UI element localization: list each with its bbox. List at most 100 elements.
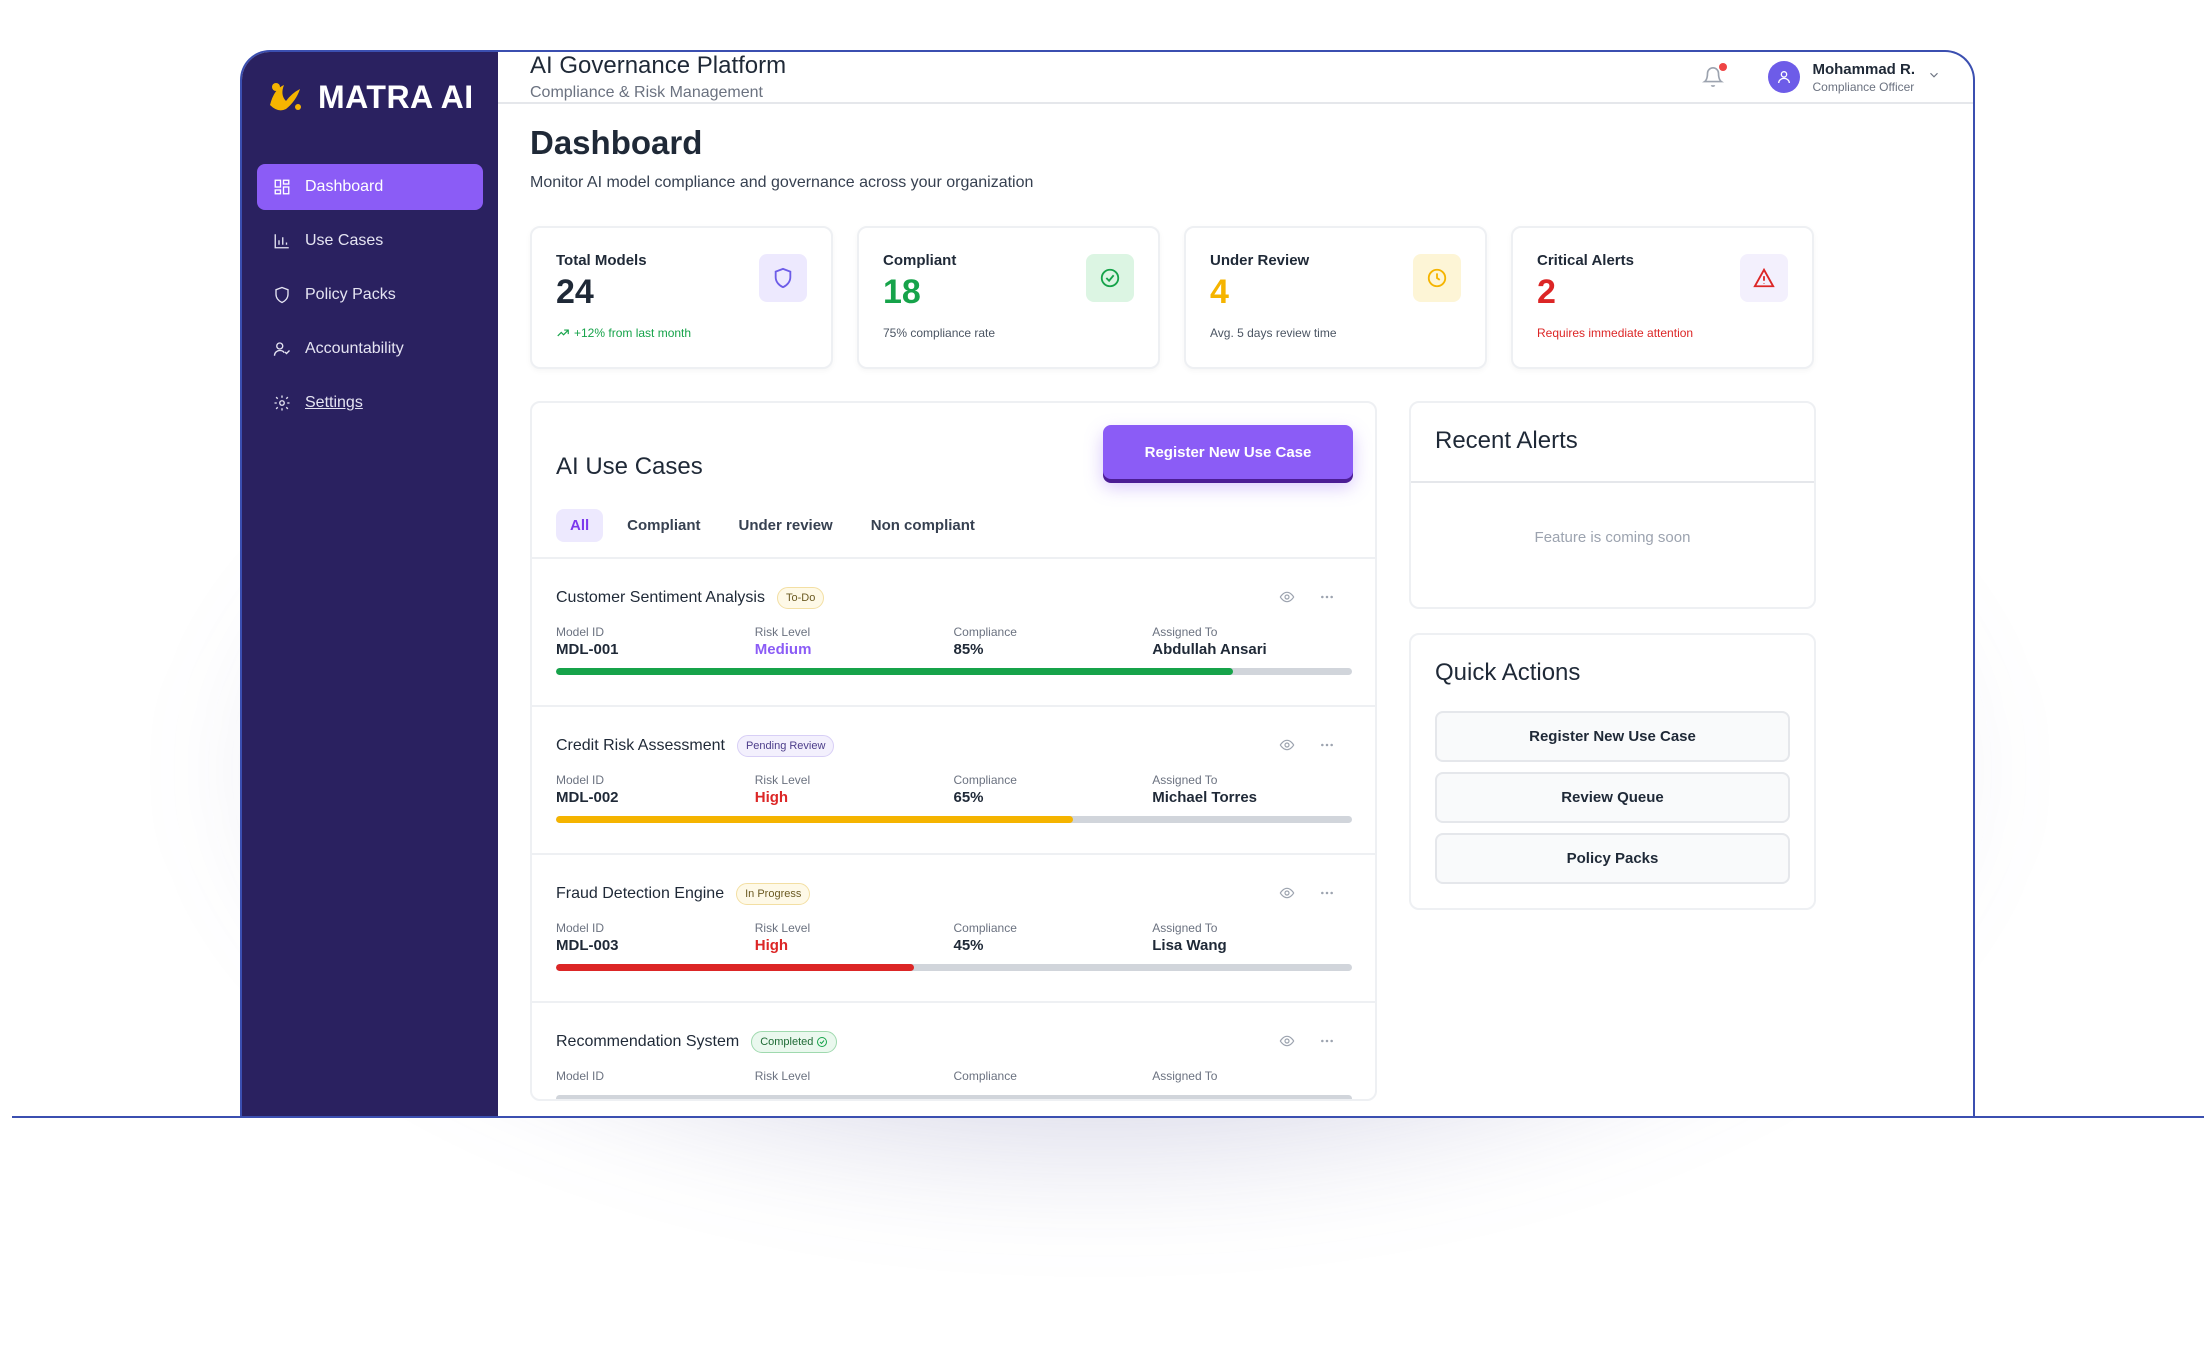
stat-foot-text: +12% from last month: [574, 326, 692, 340]
risk-level-field: Risk Level High: [755, 921, 954, 954]
user-check-icon: [273, 342, 290, 356]
compliance-progress-fill: [556, 964, 915, 971]
user-icon: [1778, 71, 1791, 84]
field-label: Compliance: [953, 1069, 1017, 1083]
alerts-empty-state: Feature is coming soon: [1534, 529, 1691, 546]
status-badge: To-Do: [776, 587, 825, 609]
field-label: Model ID: [556, 773, 605, 787]
notifications-button[interactable]: [1702, 63, 1728, 88]
stat-card-compliant: Compliant 18 75% compliance rate: [857, 226, 1160, 369]
use-case-fields: Model ID Risk Level Compliance Assigned …: [556, 1069, 1351, 1085]
use-case-row[interactable]: Credit Risk Assessment Pending Review Mo…: [532, 707, 1375, 855]
use-case-row[interactable]: Recommendation System Completed Model ID…: [532, 1003, 1375, 1099]
use-case-name-line: Fraud Detection Engine In Progress: [556, 883, 1351, 905]
risk-level-field: Risk Level: [755, 1069, 954, 1085]
stat-card-total-models: Total Models 24 +12% from last month: [530, 226, 833, 369]
model-id-field: Model ID MDL-002: [556, 773, 755, 806]
model-id-field: Model ID: [556, 1069, 755, 1085]
risk-level-field: Risk Level Medium: [755, 625, 954, 658]
user-role: Compliance Officer: [1812, 79, 1915, 94]
stat-value: 18: [883, 273, 921, 311]
more-horizontal-icon[interactable]: [1319, 1033, 1335, 1049]
sidebar-item-label: Use Cases: [305, 232, 384, 249]
tab-all[interactable]: All: [556, 509, 604, 542]
row-actions: [1279, 737, 1335, 753]
bell-icon: [1702, 67, 1725, 88]
tab-compliant[interactable]: Compliant: [627, 517, 701, 534]
stat-card-critical-alerts: Critical Alerts 2 Requires immediate att…: [1511, 226, 1814, 369]
quick-actions-list: Register New Use Case Review Queue Polic…: [1411, 711, 1814, 908]
sidebar-item-label: Dashboard: [305, 178, 384, 195]
tab-non-compliant[interactable]: Non compliant: [870, 517, 975, 534]
sidebar-item-use-cases[interactable]: Use Cases: [257, 218, 483, 264]
field-label: Risk Level: [754, 625, 811, 639]
use-case-fields: Model ID MDL-003 Risk Level High Complia…: [556, 921, 1351, 954]
status-badge-text: To-Do: [785, 592, 816, 604]
quick-action-register-button[interactable]: Register New Use Case: [1435, 711, 1790, 762]
stat-label: Total Models: [556, 252, 647, 269]
more-horizontal-icon[interactable]: [1319, 885, 1335, 901]
user-menu[interactable]: Mohammad R. Compliance Officer: [1768, 61, 1941, 94]
field-label: Assigned To: [1152, 625, 1218, 639]
use-cases-header: AI Use Cases Register New Use Case All C…: [532, 403, 1375, 559]
sidebar-item-label: Accountability: [305, 340, 404, 357]
compliance-progress-fill: [556, 816, 1074, 823]
topbar-actions: Mohammad R. Compliance Officer: [1702, 61, 1941, 94]
sidebar-item-label: Policy Packs: [305, 286, 396, 303]
stat-label: Critical Alerts: [1537, 252, 1634, 269]
model-id-value: MDL-001: [556, 641, 619, 658]
more-horizontal-icon[interactable]: [1319, 737, 1335, 753]
more-horizontal-icon[interactable]: [1319, 589, 1335, 605]
use-case-row[interactable]: Fraud Detection Engine In Progress Model…: [532, 855, 1375, 1003]
sidebar-item-policy-packs[interactable]: Policy Packs: [257, 272, 483, 318]
eye-icon[interactable]: [1279, 1033, 1295, 1049]
stat-foot-text: Requires immediate attention: [1537, 326, 1694, 340]
stat-foot: 75% compliance rate: [883, 326, 1134, 340]
compliance-field: Compliance 65%: [954, 773, 1153, 806]
use-case-fields: Model ID MDL-002 Risk Level High Complia…: [556, 773, 1351, 806]
use-case-row[interactable]: Customer Sentiment Analysis To-Do Model …: [532, 559, 1375, 707]
chevron-down-icon[interactable]: [1927, 68, 1941, 87]
page-subtitle: Monitor AI model compliance and governan…: [530, 174, 1034, 191]
dashboard-content: Dashboard Monitor AI model compliance an…: [498, 104, 1973, 1118]
tab-under-review[interactable]: Under review: [738, 517, 833, 534]
stats-row: Total Models 24 +12% from last month Com…: [530, 226, 1941, 369]
status-badge: Completed: [751, 1031, 838, 1053]
eye-icon[interactable]: [1279, 589, 1295, 605]
status-badge-text: In Progress: [745, 888, 802, 900]
stat-value: 24: [556, 273, 594, 311]
compliance-field: Compliance 45%: [954, 921, 1153, 954]
row-actions: [1279, 589, 1335, 605]
use-case-name: Customer Sentiment Analysis: [556, 589, 765, 606]
stat-foot-text: Avg. 5 days review time: [1210, 326, 1337, 340]
field-label: Model ID: [556, 921, 605, 935]
brand-logo-icon: [270, 83, 301, 111]
assigned-to-value: Michael Torres: [1152, 789, 1258, 806]
field-label: Assigned To: [1152, 1069, 1218, 1083]
quick-action-review-queue-button[interactable]: Review Queue: [1435, 772, 1790, 823]
status-badge-text: Completed: [760, 1036, 814, 1048]
topbar: AI Governance Platform Compliance & Risk…: [498, 52, 1973, 104]
field-label: Compliance: [953, 773, 1017, 787]
field-label: Assigned To: [1152, 773, 1218, 787]
eye-icon[interactable]: [1279, 885, 1295, 901]
compliance-progress-bar: [556, 668, 1352, 675]
sidebar-item-accountability[interactable]: Accountability: [257, 326, 483, 372]
assigned-to-field: Assigned To Abdullah Ansari: [1152, 625, 1351, 658]
model-id-field: Model ID MDL-001: [556, 625, 755, 658]
eye-icon[interactable]: [1279, 737, 1295, 753]
assigned-to-field: Assigned To Michael Torres: [1152, 773, 1351, 806]
baseline-divider: [12, 1116, 2204, 1118]
avatar: [1768, 61, 1801, 93]
stat-value: 4: [1210, 273, 1229, 311]
quick-action-policy-packs-button[interactable]: Policy Packs: [1435, 833, 1790, 884]
field-label: Compliance: [953, 921, 1017, 935]
row-actions: [1279, 1033, 1335, 1049]
sidebar-item-settings[interactable]: Settings: [257, 380, 483, 426]
compliance-value: 85%: [953, 641, 984, 658]
field-label: Risk Level: [754, 921, 811, 935]
compliance-progress-bar: [556, 816, 1352, 823]
sidebar-item-dashboard[interactable]: Dashboard: [257, 164, 483, 210]
bar-chart-icon: [274, 234, 289, 249]
register-use-case-button[interactable]: Register New Use Case: [1103, 425, 1353, 479]
